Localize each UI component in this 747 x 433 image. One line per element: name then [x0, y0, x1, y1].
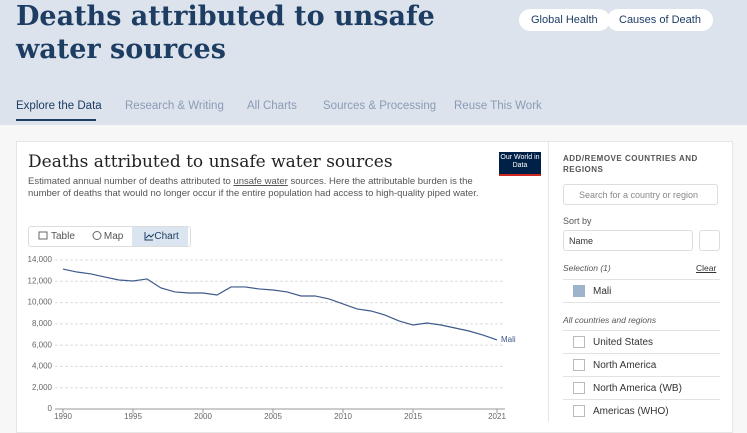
icon: [92, 231, 102, 240]
sort-button[interactable]: [699, 230, 720, 251]
series-label: Mali: [501, 335, 516, 344]
entity-name: United States: [593, 336, 654, 348]
divider: [548, 142, 549, 422]
nav-tab[interactable]: Explore the Data: [16, 100, 102, 112]
separator: [563, 302, 720, 303]
tag[interactable]: Global Health: [519, 9, 610, 31]
sidebar-heading: ADD/REMOVE COUNTRIES AND REGIONS: [563, 154, 698, 174]
x-tick-label: 1990: [54, 412, 72, 420]
y-tick-label: 12,000: [28, 276, 53, 285]
y-tick-label: 8,000: [32, 319, 53, 328]
tab[interactable]: Chart: [132, 227, 188, 246]
y-tick-label: 2,000: [32, 383, 53, 392]
chart: 0 2,000 4,000 6,000 8,000 10,000 12,000 14,000 1…: [28, 231, 516, 420]
y-tick-label: 10,000: [28, 298, 53, 307]
separator: [563, 353, 720, 354]
text: sources. Here the attributable burden is…: [28, 176, 479, 199]
y-tick-label: 0: [48, 404, 53, 413]
tag[interactable]: Causes of Death: [607, 9, 713, 31]
entity-name: North America (WB): [593, 382, 682, 394]
x-tick-label: 2005: [264, 412, 282, 420]
entity-name: Mali: [593, 285, 612, 297]
nav-underline: [16, 119, 96, 121]
separator: [563, 330, 720, 331]
search-input[interactable]: Search for a country or region: [563, 184, 718, 205]
link[interactable]: unsafe water: [233, 176, 288, 187]
entity-row[interactable]: Americas (WHO): [573, 405, 669, 417]
selection-label: Selection (1): [563, 263, 611, 273]
nav-tab[interactable]: Reuse This Work: [454, 100, 542, 112]
entity-row[interactable]: North America (WB): [573, 382, 682, 394]
separator: [563, 399, 720, 400]
entity-name: Americas (WHO): [593, 405, 669, 417]
line: [62, 268, 498, 341]
x-tick-label: 2021: [488, 412, 506, 420]
y-tick-label: 6,000: [32, 340, 53, 349]
x-tick-label: 1995: [124, 412, 142, 420]
x-tick-label: 2000: [194, 412, 212, 420]
chart-subtitle: Estimated annual number of deaths attrib…: [28, 176, 493, 200]
checkbox[interactable]: [573, 285, 585, 297]
clear-button[interactable]: Clear: [696, 263, 717, 273]
nav-tab[interactable]: Research & Writing: [125, 100, 224, 112]
icon: [144, 232, 155, 241]
text: Estimated annual number of deaths attrib…: [28, 176, 234, 187]
entity-name: North America: [593, 359, 657, 371]
chart-tabs: Table Map Chart: [28, 226, 191, 247]
entity-row[interactable]: United States: [573, 336, 653, 348]
checkbox[interactable]: [573, 382, 585, 394]
nav-tab[interactable]: All Charts: [247, 100, 297, 112]
x-tick-label: 2010: [334, 412, 352, 420]
chart-title: Deaths attributed to unsafe water source…: [28, 152, 393, 172]
y-tick-label: 14,000: [28, 255, 53, 264]
separator: [563, 376, 720, 377]
all-label: All countries and regions: [563, 315, 657, 325]
logo[interactable]: Our World in Data: [499, 152, 541, 176]
x-tick-label: 2015: [404, 412, 422, 420]
nav-tab[interactable]: Sources & Processing: [323, 100, 437, 112]
card: [16, 141, 733, 433]
sort-label: Sort by: [563, 216, 592, 226]
tab[interactable]: Table: [51, 231, 75, 242]
page-title: Deaths attributed to unsafe water source…: [16, 1, 435, 65]
checkbox[interactable]: [573, 405, 585, 417]
checkbox[interactable]: [573, 336, 585, 348]
entity-row[interactable]: North America: [573, 359, 656, 371]
selected-entity[interactable]: Mali: [573, 285, 611, 297]
tab[interactable]: Map: [103, 231, 124, 242]
y-tick-label: 4,000: [32, 362, 53, 371]
separator: [563, 279, 720, 280]
icon: [38, 231, 48, 240]
sort-select[interactable]: Name: [563, 230, 693, 251]
checkbox[interactable]: [573, 359, 585, 371]
